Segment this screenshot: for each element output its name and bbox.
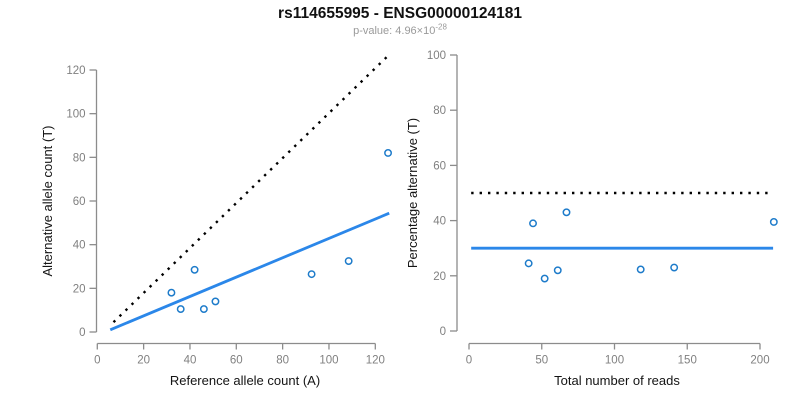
data-point [524,259,533,268]
x-tick-label: 150 [678,355,697,367]
y-tick-label: 60 [433,160,446,172]
y-axis-title: Percentage alternative (T) [405,118,420,268]
y-tick-label: 80 [433,105,446,117]
pvalue-exponent: -28 [435,22,447,32]
plot-title: rs114655995 - ENSG00000124181 [278,5,522,22]
y-tick-label: 100 [427,50,446,62]
data-point [167,288,176,297]
data-point [176,305,185,314]
data-point [562,208,571,217]
x-tick-label: 40 [184,355,197,367]
x-tick-label: 0 [466,355,472,367]
x-tick-label: 0 [94,355,100,367]
data-point [769,218,778,226]
data-point [199,305,208,314]
y-tick-label: 0 [79,327,85,339]
chart-panel-2: 0 20 40 60 80 100 0 50 100 150 200 Total number of … [405,50,778,388]
y-tick-label: 60 [73,196,86,208]
data-point [190,265,199,274]
pvalue-text: p-value: 4.96×10 [353,25,436,37]
x-tick-label: 80 [276,355,289,367]
data-point [670,263,679,272]
fit-line [109,211,390,332]
data-point [529,219,537,228]
y-tick-label: 100 [66,109,85,121]
x-tick-label: 100 [319,355,338,367]
x-tick-label: 20 [137,355,150,367]
data-point [344,257,353,265]
x-tick-label: 50 [535,355,548,367]
x-tick-label: 200 [750,355,769,367]
data-point [384,149,392,157]
x-axis-title: Total number of reads [554,373,680,388]
pvalue-subtitle: p-value: 4.96×10-28 [0,22,800,37]
y-tick-label: 0 [440,326,446,338]
identity-line [112,56,388,324]
x-tick-label: 60 [230,355,243,367]
x-tick-label: 100 [605,355,624,367]
y-tick-label: 80 [73,152,86,164]
y-tick-label: 20 [433,271,446,283]
y-tick-label: 40 [433,216,446,228]
x-axis-title: Reference allele count (A) [170,373,320,388]
data-point [307,270,316,279]
data-point [553,266,562,275]
chart-panel-1: 0 20 40 60 80 100 120 0 20 40 60 80 100 120 Reference … [40,56,392,388]
y-tick-label: 40 [73,240,86,252]
y-tick-label: 20 [73,283,86,295]
y-tick-label: 120 [66,65,85,77]
data-point [540,274,549,283]
y-axis-title: Alternative allele count (T) [40,125,55,276]
x-tick-label: 120 [366,355,385,367]
data-point [211,297,220,306]
data-point [636,265,645,274]
